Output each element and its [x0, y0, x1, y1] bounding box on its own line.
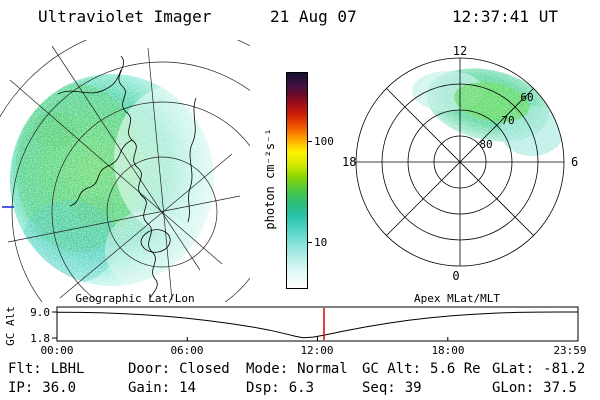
mlt-label-18: 18: [342, 155, 356, 169]
alt-ytick-bottom: 1.8: [30, 332, 50, 345]
altitude-curve: [56, 311, 578, 339]
status-flt-label: Flt:: [8, 361, 42, 377]
instrument-title: Ultraviolet Imager: [38, 7, 212, 26]
status-glon: GLon: 37.5: [492, 380, 577, 396]
mlat-label-70: 70: [501, 114, 514, 127]
colorbar-tick-10-mark: [307, 242, 312, 243]
geo-image-panel: [0, 40, 250, 302]
status-door: Door: Closed: [128, 361, 230, 377]
polar-panel: 12 18 6 0 60 70 80: [342, 45, 578, 283]
polar-grid: [355, 57, 565, 267]
status-gcalt-value: 5.6 Re: [430, 361, 481, 377]
status-dsp-label: Dsp:: [246, 380, 280, 396]
xtick-label-1800: 18:00: [431, 344, 464, 357]
mlt-label-12: 12: [453, 45, 467, 58]
polar-caption: Apex MLat/MLT: [413, 292, 501, 305]
status-ip-value: 36.0: [42, 380, 77, 396]
mlt-label-0: 0: [452, 269, 459, 283]
mlt-label-6: 6: [571, 155, 578, 169]
status-dsp-value: 6.3: [288, 380, 315, 396]
altitude-panel: 9.0 1.8 GC Alt 00:00 06:00 12:00 18:00 2…: [4, 306, 587, 357]
colorbar-label: photon cm⁻²s⁻¹: [263, 128, 277, 230]
colorbar-tick-10: 10: [314, 236, 328, 249]
status-seq: Seq: 39: [362, 380, 422, 396]
status-flt: Flt: LBHL: [8, 361, 84, 377]
alt-ylabel: GC Alt: [4, 306, 17, 346]
status-gain-label: Gain:: [128, 380, 171, 396]
status-glon-label: GLon:: [492, 380, 535, 396]
mlat-label-60: 60: [520, 91, 533, 104]
time-display: 12:37:41 UT: [452, 7, 558, 26]
mlat-label-80: 80: [479, 138, 492, 151]
status-door-label: Door:: [128, 361, 171, 377]
alt-xtick-marks: [56, 337, 579, 341]
colorbar-tick-100: 100: [314, 135, 334, 148]
status-mode-label: Mode:: [246, 361, 289, 377]
status-ip: IP: 36.0: [8, 380, 76, 396]
status-seq-label: Seq:: [362, 380, 396, 396]
alt-ytick-top: 9.0: [30, 306, 50, 319]
date-display: 21 Aug 07: [270, 7, 357, 26]
geo-grid: [0, 40, 250, 302]
status-gcalt: GC Alt: 5.6 Re: [362, 361, 481, 377]
status-door-value: Closed: [179, 361, 230, 377]
geo-caption: Geographic Lat/Lon: [75, 292, 195, 305]
xtick-label-0000: 00:00: [40, 344, 73, 357]
geo-emission-blob: [10, 74, 214, 286]
status-gain: Gain: 14: [128, 380, 196, 396]
status-glat-label: GLat:: [492, 361, 535, 377]
status-mode-value: Normal: [297, 361, 348, 377]
xtick-label-2359: 23:59: [553, 344, 586, 357]
status-glat-value: -81.2: [543, 361, 586, 377]
status-glat: GLat: -81.2: [492, 361, 585, 377]
status-seq-value: 39: [404, 380, 422, 396]
xtick-label-1200: 12:00: [300, 344, 333, 357]
status-gcalt-label: GC Alt:: [362, 361, 422, 377]
status-glon-value: 37.5: [543, 380, 577, 396]
status-dsp: Dsp: 6.3: [246, 380, 314, 396]
colorbar: [286, 72, 308, 289]
geo-coastlines: [57, 55, 197, 299]
status-flt-value: LBHL: [50, 361, 85, 377]
xtick-label-0600: 06:00: [170, 344, 203, 357]
status-ip-label: IP:: [8, 380, 34, 396]
status-mode: Mode: Normal: [246, 361, 348, 377]
colorbar-tick-100-mark: [307, 141, 312, 142]
status-gain-value: 14: [179, 380, 197, 396]
